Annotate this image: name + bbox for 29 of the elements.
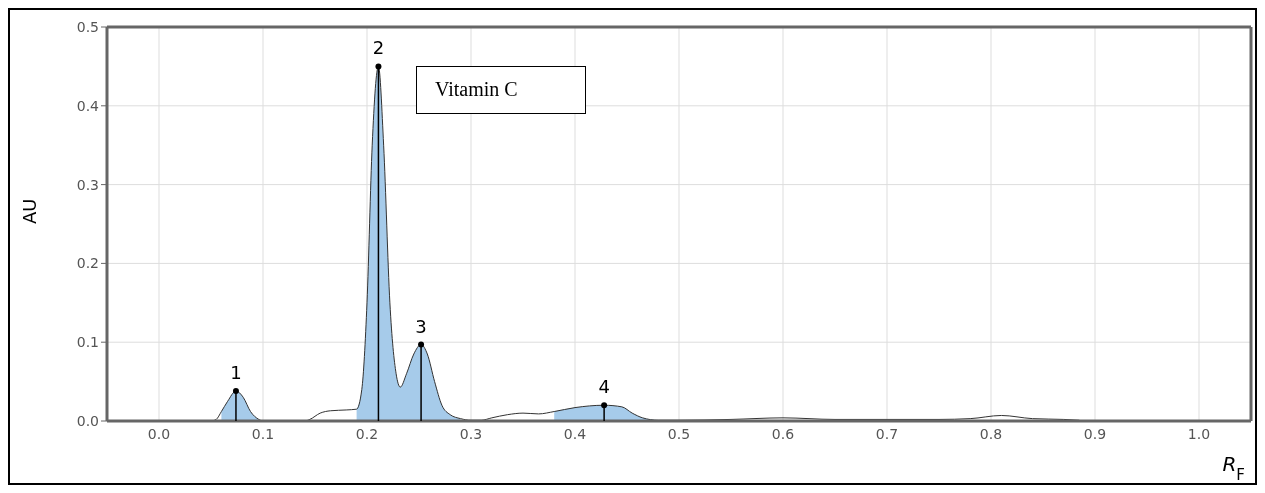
point: [418, 341, 425, 348]
point: [375, 63, 382, 70]
x-axis-title: R$_{F}$: [1222, 452, 1245, 484]
annotation: 3: [415, 315, 427, 337]
x-tick-label: 0.7: [875, 425, 899, 442]
y-tick-label: 0.5: [76, 18, 99, 35]
x-tick-label: 1.0: [1187, 425, 1211, 442]
x-tick-label: 0.0: [147, 425, 171, 442]
x-tick-label: 0.4: [563, 425, 587, 442]
y-tick-label: 0.0: [76, 412, 99, 429]
point: [232, 388, 239, 395]
annotation: 1: [230, 362, 242, 384]
annotation: 4: [598, 376, 610, 398]
point: [601, 402, 608, 409]
x-tick-label: 0.9: [1083, 425, 1107, 442]
y-tick-label: 0.1: [76, 334, 99, 351]
x-tick-label: 0.1: [251, 425, 275, 442]
text-box: Vitamin C: [416, 66, 586, 114]
x-tick-label: 0.2: [355, 425, 379, 442]
annotation: 2: [372, 37, 385, 59]
y-tick-label: 0.2: [76, 255, 99, 272]
annotation: Vitamin C: [435, 78, 518, 100]
y-tick-label: 0.4: [76, 97, 100, 114]
x-tick-label: 0.5: [667, 425, 691, 442]
y-tick-label: 0.3: [76, 176, 99, 193]
y-axis-title: AU: [19, 198, 41, 224]
x-tick-label: 0.3: [459, 425, 483, 442]
x-tick-label: 0.6: [771, 425, 795, 442]
x-tick-label: 0.8: [979, 425, 1003, 442]
